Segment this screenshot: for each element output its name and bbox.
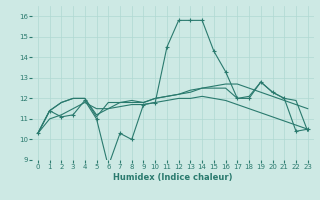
- X-axis label: Humidex (Indice chaleur): Humidex (Indice chaleur): [113, 173, 233, 182]
